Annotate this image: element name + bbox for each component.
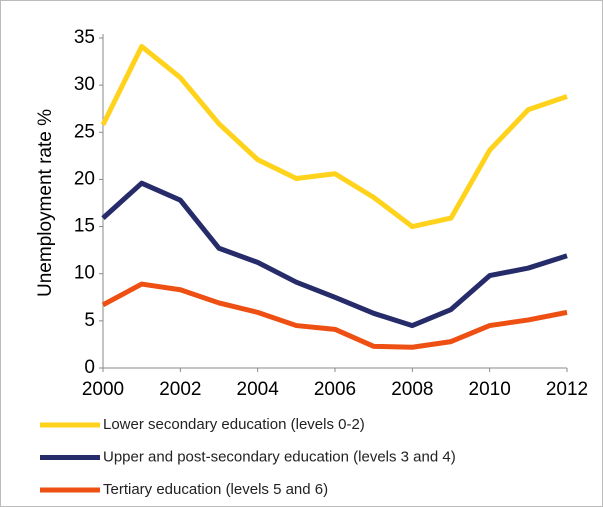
series-line bbox=[101, 281, 568, 350]
legend-label: Tertiary education (levels 5 and 6) bbox=[103, 481, 328, 498]
x-tick-label: 2004 bbox=[237, 379, 280, 400]
legend-label: Upper and post-secondary education (leve… bbox=[103, 448, 456, 465]
y-tick-label: 10 bbox=[74, 263, 95, 284]
x-tick-label: 2000 bbox=[82, 379, 124, 400]
x-tick-label: 2008 bbox=[391, 379, 433, 400]
x-tick-label: 2010 bbox=[469, 379, 511, 400]
y-tick-label: 5 bbox=[84, 310, 95, 331]
y-axis-label: Unemployment rate % bbox=[35, 109, 56, 297]
x-tick-label: 2012 bbox=[546, 379, 588, 400]
y-tick-label: 35 bbox=[74, 27, 95, 48]
y-tick-label: 20 bbox=[74, 168, 95, 189]
y-tick-label: 15 bbox=[74, 216, 95, 237]
series-line bbox=[100, 43, 568, 230]
x-tick-label: 2006 bbox=[314, 379, 356, 400]
y-tick-label: 25 bbox=[74, 121, 95, 142]
series-line bbox=[101, 180, 568, 329]
y-tick-label: 30 bbox=[74, 74, 95, 95]
legend-label: Lower secondary education (levels 0-2) bbox=[103, 416, 365, 433]
x-tick-label: 2002 bbox=[159, 379, 201, 400]
y-tick-label: 0 bbox=[84, 357, 95, 378]
